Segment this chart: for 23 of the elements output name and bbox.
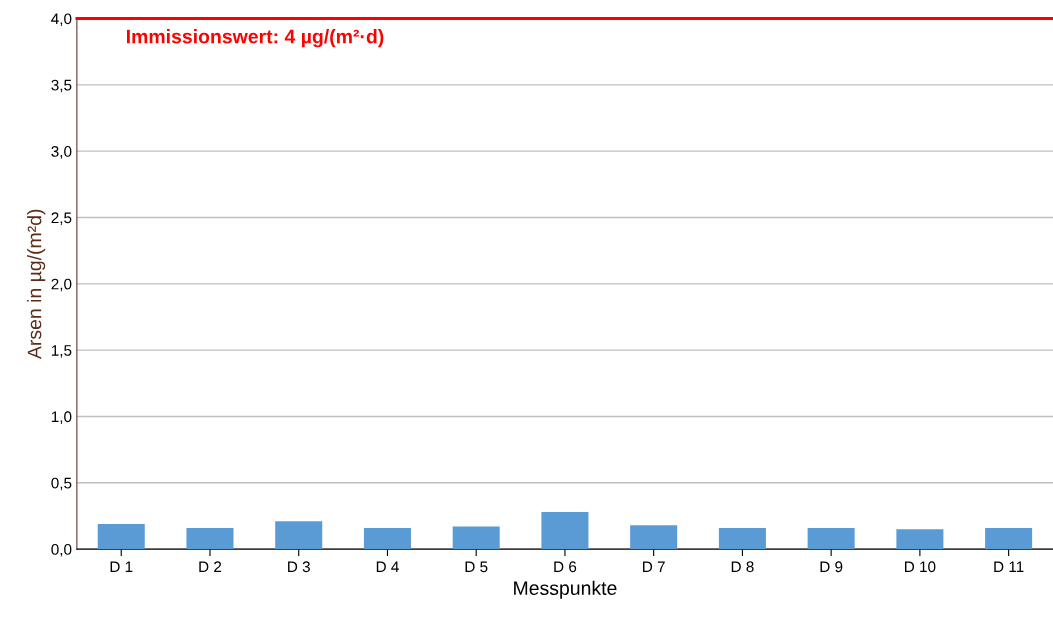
x-tick-label: D 3 — [288, 561, 310, 573]
x-tick-label: D 10 — [905, 561, 936, 573]
x-tick-label: D 8 — [731, 561, 754, 573]
x-tick-label: D 2 — [199, 561, 222, 573]
y-tick-label: 1,0 — [51, 411, 72, 424]
x-tick-label: D 5 — [465, 561, 488, 573]
x-axis-title: Messpunkte — [514, 580, 617, 599]
y-tick-label: 3,0 — [51, 146, 72, 159]
y-tick-label: 0,0 — [51, 544, 72, 557]
y-tick-label: 3,5 — [51, 79, 72, 93]
x-tick-label: D 1 — [110, 561, 133, 573]
x-tick-label: D 4 — [376, 561, 399, 573]
y-tick-label: 4,0 — [51, 13, 72, 26]
y-tick-label: 2,0 — [51, 278, 72, 292]
y-tick-label: 1,5 — [51, 345, 72, 358]
y-tick-label: 0,5 — [51, 477, 72, 491]
y-axis-title: Arsen in µg/(m²d) — [27, 209, 46, 360]
ref-line-label: Immissionswert: 4 µg/(m²·d) — [126, 29, 384, 48]
x-tick-label: D 11 — [994, 561, 1024, 573]
x-tick-label: D 6 — [554, 561, 577, 573]
x-tick-label: D 7 — [643, 561, 665, 573]
x-tick-label: D 9 — [820, 561, 843, 573]
y-tick-label: 2,5 — [51, 212, 72, 225]
